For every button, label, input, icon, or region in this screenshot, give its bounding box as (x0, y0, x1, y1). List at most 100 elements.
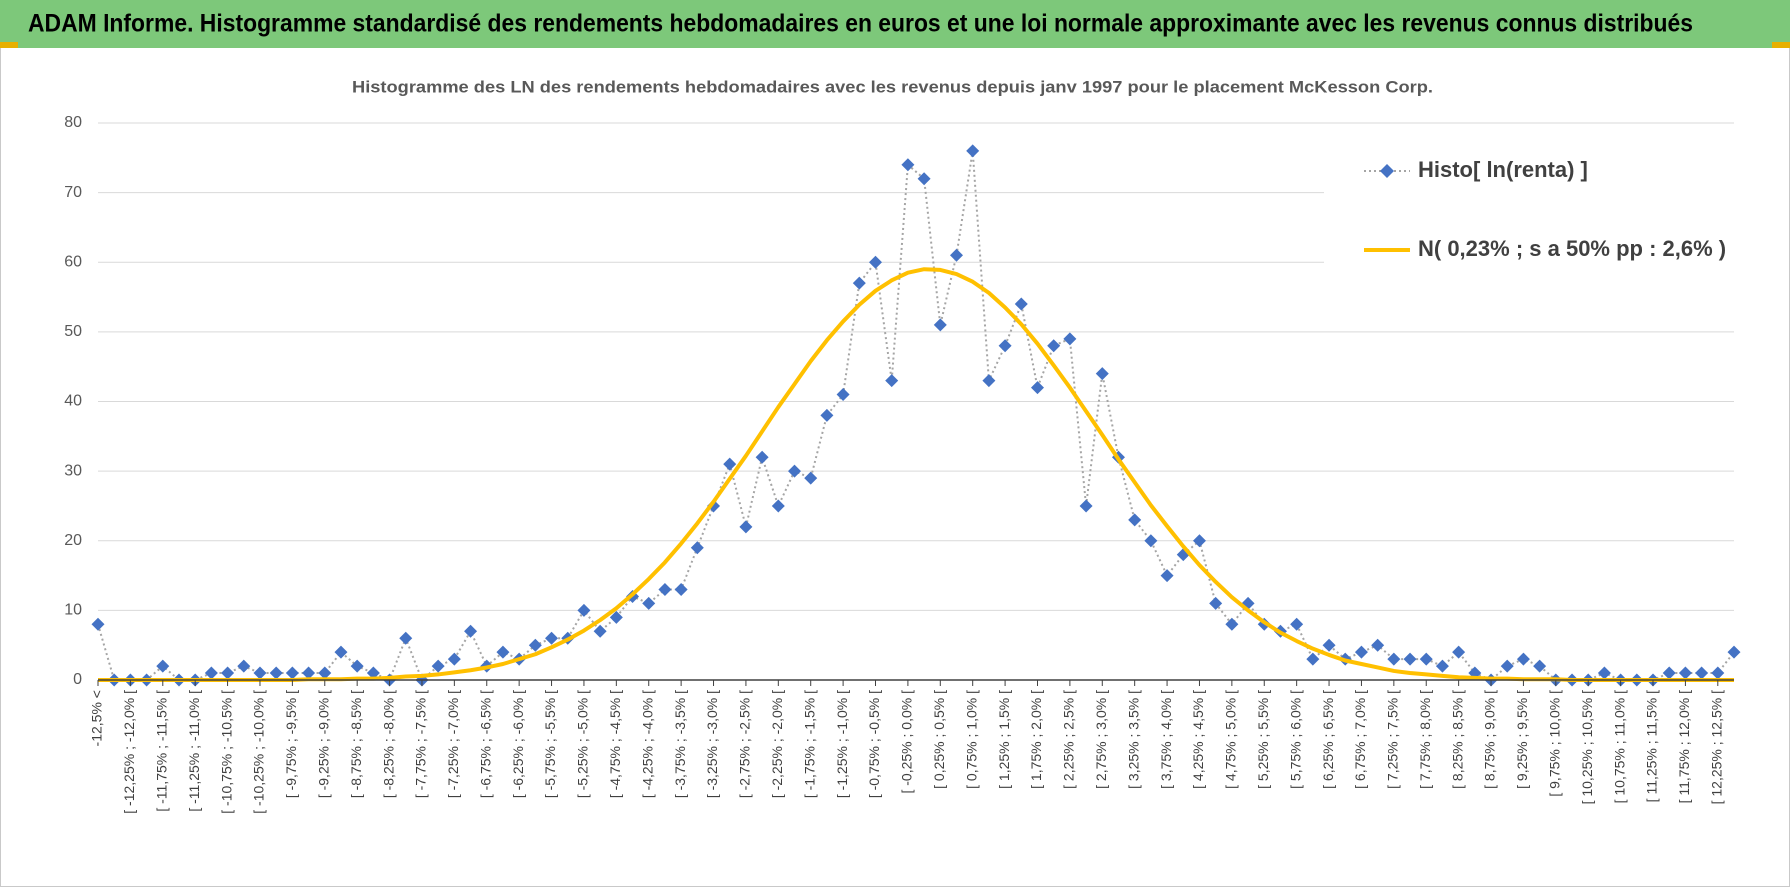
data-point (869, 255, 883, 269)
data-point (285, 666, 299, 680)
y-tick-label: 60 (64, 253, 82, 270)
x-tick-label: [ 6,25% ; 6,5% [ (1320, 690, 1336, 789)
data-point (674, 582, 688, 596)
x-tick-label: [ 8,75% ; 9,0% [ (1482, 690, 1498, 789)
data-point (269, 666, 283, 680)
x-tick-label: [ -4,25% ; -4,0% [ (639, 690, 655, 798)
x-tick-label: [ -3,25% ; -3,0% [ (704, 690, 720, 798)
data-point (431, 659, 445, 673)
data-point (1225, 617, 1239, 631)
data-point (1695, 666, 1709, 680)
data-point (852, 276, 866, 290)
data-point (1387, 652, 1401, 666)
header-accent (0, 42, 18, 48)
data-point (1435, 659, 1449, 673)
data-point (690, 541, 704, 555)
x-tick-label: [ -11,75% ; -11,5% [ (153, 690, 169, 812)
data-point (788, 464, 802, 478)
data-point (1533, 659, 1547, 673)
x-tick-label: [ 12,25% ; 12,5% [ (1709, 690, 1725, 805)
x-tick-label: [ 5,25% ; 5,5% [ (1255, 690, 1271, 789)
x-tick-label: [ 10,75% ; 11,0% [ (1611, 690, 1627, 803)
data-point (1354, 645, 1368, 659)
x-tick-label: [ -1,75% ; -1,5% [ (801, 690, 817, 798)
x-tick-label: [ 1,25% ; 1,5% [ (996, 690, 1012, 789)
data-point (1128, 513, 1142, 527)
data-point (1371, 638, 1385, 652)
x-tick-label: [ -5,25% ; -5,0% [ (575, 690, 591, 798)
data-point (496, 645, 510, 659)
x-tick-label: [ -12,25% ; -12,0% [ (121, 690, 137, 814)
x-tick-label: [ 7,75% ; 8,0% [ (1417, 690, 1433, 789)
x-tick-label: [ 5,75% ; 6,0% [ (1287, 690, 1303, 789)
data-point (1030, 381, 1044, 395)
data-point (966, 144, 980, 158)
x-tick-label: [ 11,75% ; 12,0% [ (1676, 690, 1692, 803)
data-point (221, 666, 235, 680)
data-point (739, 520, 753, 534)
x-tick-label: -12,5% < (89, 690, 105, 746)
data-point (1711, 666, 1725, 680)
x-tick-label: [ 6,75% ; 7,0% [ (1352, 690, 1368, 789)
data-point (1500, 659, 1514, 673)
data-point (1419, 652, 1433, 666)
data-point (933, 318, 947, 332)
x-tick-label: [ -5,75% ; -5,5% [ (542, 690, 558, 798)
data-point (998, 339, 1012, 353)
x-tick-label: [ 8,25% ; 8,5% [ (1449, 690, 1465, 789)
legend-label: Histo[ ln(renta) ] (1418, 157, 1588, 182)
data-point (204, 666, 218, 680)
x-tick-label: [ 10,25% ; 10,5% [ (1579, 690, 1595, 805)
data-point (901, 158, 915, 172)
x-tick-label: [ -6,75% ; -6,5% [ (477, 690, 493, 798)
x-tick-label: [ -0,25% ; 0,0% [ (899, 690, 915, 794)
x-tick-label: [ 9,75% ; 10,0% [ (1547, 690, 1563, 797)
data-point (350, 659, 364, 673)
x-tick-label: [ -2,25% ; -2,0% [ (769, 690, 785, 798)
data-point (982, 374, 996, 388)
x-tick-label: [ 3,25% ; 3,5% [ (1125, 690, 1141, 789)
x-tick-label: [ -2,75% ; -2,5% [ (737, 690, 753, 798)
data-point (1662, 666, 1676, 680)
x-tick-label: [ -9,75% ; -9,5% [ (283, 690, 299, 798)
data-point (755, 450, 769, 464)
data-point (609, 610, 623, 624)
data-point (1306, 652, 1320, 666)
y-tick-label: 30 (64, 462, 82, 479)
x-tick-label: [ 0,75% ; 1,0% [ (963, 690, 979, 789)
data-point (464, 624, 478, 638)
data-point (1322, 638, 1336, 652)
data-point (237, 659, 251, 673)
legend-box (1324, 126, 1735, 291)
data-point (723, 457, 737, 471)
data-point (577, 603, 591, 617)
x-tick-label: [ -8,25% ; -8,0% [ (380, 690, 396, 798)
y-tick-label: 70 (64, 184, 82, 201)
data-point (1452, 645, 1466, 659)
x-tick-label: [ -3,75% ; -3,5% [ (672, 690, 688, 798)
data-point (1192, 534, 1206, 548)
x-tick-label: [ 1,75% ; 2,0% [ (1028, 690, 1044, 789)
y-tick-label: 80 (64, 114, 82, 131)
y-tick-label: 40 (64, 393, 82, 410)
header-bar (0, 0, 1790, 48)
data-point (658, 582, 672, 596)
chart-subtitle: Histogramme des LN des rendements hebdom… (352, 77, 1433, 96)
data-point (366, 666, 380, 680)
data-point (1727, 645, 1741, 659)
x-tick-label: [ -9,25% ; -9,0% [ (315, 690, 331, 798)
data-point (1290, 617, 1304, 631)
y-tick-label: 50 (64, 323, 82, 340)
x-tick-label: [ -0,75% ; -0,5% [ (866, 690, 882, 798)
x-tick-label: [ -7,75% ; -7,5% [ (413, 690, 429, 798)
x-tick-label: [ -4,75% ; -4,5% [ (607, 690, 623, 798)
data-point (820, 408, 834, 422)
x-tick-label: [ 11,25% ; 11,5% [ (1644, 690, 1660, 802)
data-point (1403, 652, 1417, 666)
legend-label: N( 0,23% ; s a 50% pp : 2,6% ) (1418, 236, 1726, 261)
data-point (804, 471, 818, 485)
series-line (98, 267, 1734, 682)
data-point (771, 499, 785, 513)
